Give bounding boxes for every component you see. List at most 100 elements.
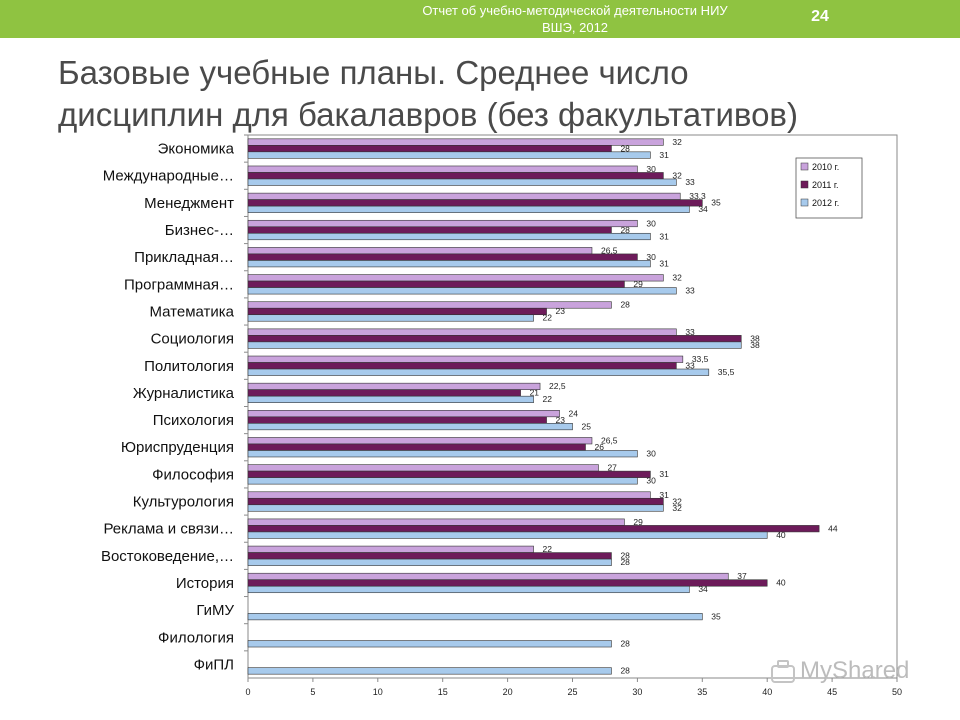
data-label: 28 (620, 557, 630, 567)
report-header-line2: ВШЭ, 2012 (541, 20, 609, 35)
category-label: ФиПЛ (194, 656, 234, 673)
bar (247, 260, 651, 268)
bar (247, 470, 651, 478)
bar (247, 247, 593, 255)
bar (247, 525, 820, 533)
legend-swatch (800, 180, 809, 189)
bar (247, 192, 681, 200)
bar (247, 443, 586, 451)
bar (247, 328, 677, 336)
data-label: 38 (750, 340, 760, 350)
category-label: Прикладная… (134, 249, 234, 266)
data-label: 28 (620, 551, 630, 561)
data-label: 22 (543, 544, 553, 554)
bar (247, 518, 625, 526)
category-label: Реклама и связи… (103, 521, 234, 538)
data-label: 28 (620, 639, 630, 649)
data-label: 22 (543, 394, 553, 404)
bar (247, 165, 638, 173)
legend-label: 2012 г. (812, 198, 839, 208)
bar (247, 585, 690, 594)
legend-swatch (800, 162, 809, 171)
data-label: 40 (776, 530, 786, 540)
data-label: 28 (620, 143, 630, 153)
x-tick-label: 25 (567, 687, 577, 697)
data-label: 33 (685, 177, 695, 187)
data-label: 44 (828, 523, 838, 533)
data-label: 38 (750, 333, 760, 343)
data-label: 32 (672, 273, 682, 283)
report-header: Отчет об учебно-методической деятельност… (365, 2, 785, 36)
bar (247, 232, 651, 241)
data-label: 34 (698, 584, 708, 594)
x-tick-label: 20 (503, 687, 513, 697)
data-label: 23 (556, 306, 566, 316)
x-tick-label: 5 (310, 687, 315, 697)
bar (247, 362, 677, 370)
data-label: 21 (530, 388, 540, 398)
bar (247, 450, 638, 458)
bar (247, 504, 664, 512)
data-label: 26,5 (601, 435, 618, 445)
data-label: 30 (646, 218, 656, 228)
data-label: 22,5 (549, 381, 566, 391)
bar (247, 199, 703, 207)
bar (247, 226, 612, 234)
x-tick-label: 45 (827, 687, 837, 697)
bar (247, 477, 638, 485)
bar (247, 178, 677, 186)
bar (247, 151, 651, 159)
data-label: 31 (659, 258, 669, 268)
bar (247, 274, 664, 282)
bar (247, 253, 638, 261)
bar (247, 464, 599, 472)
bar (247, 355, 684, 363)
category-label: Международные… (103, 168, 234, 185)
bar (247, 341, 742, 349)
category-label: Политология (144, 358, 234, 375)
bar (247, 423, 573, 431)
bar (247, 219, 638, 228)
data-label: 30 (646, 448, 656, 458)
data-label: 31 (659, 469, 669, 479)
bar (247, 287, 677, 295)
bar (247, 640, 612, 648)
data-label: 31 (659, 150, 669, 160)
bar (247, 138, 664, 146)
data-label: 28 (620, 300, 630, 310)
data-label: 27 (607, 463, 617, 473)
slide-title: Базовые учебные планы. Среднее число дис… (58, 52, 938, 136)
bar (247, 382, 541, 390)
data-label: 29 (633, 517, 643, 527)
data-label: 28 (620, 225, 630, 235)
data-label: 22 (543, 313, 553, 323)
data-label: 31 (659, 231, 669, 241)
bar (247, 437, 593, 445)
category-label: Программная… (124, 276, 234, 293)
slide-title-line2: дисциплин для бакалавров (без факультати… (58, 96, 798, 133)
category-label: Математика (149, 303, 234, 320)
bar (247, 335, 742, 343)
x-tick-label: 10 (373, 687, 383, 697)
data-label: 34 (698, 204, 708, 214)
header-bar (0, 0, 960, 38)
bar (247, 395, 534, 403)
bar (247, 172, 664, 180)
data-label: 33,5 (692, 354, 709, 364)
category-label: Юриспруденция (121, 439, 234, 456)
category-label: Социология (151, 331, 234, 348)
category-label: ГиМУ (196, 602, 234, 619)
data-label: 26 (594, 442, 604, 452)
category-label: Менеджмент (144, 195, 234, 212)
data-label: 33 (685, 286, 695, 296)
bar (247, 545, 534, 553)
data-label: 33,3 (689, 191, 706, 201)
bar (247, 552, 612, 560)
data-label: 35 (711, 198, 721, 208)
report-header-line1: Отчет об учебно-методической деятельност… (422, 3, 728, 18)
category-label: Психология (153, 412, 234, 429)
x-tick-label: 30 (632, 687, 642, 697)
category-label: Филология (158, 629, 234, 646)
data-label: 32 (672, 503, 682, 513)
